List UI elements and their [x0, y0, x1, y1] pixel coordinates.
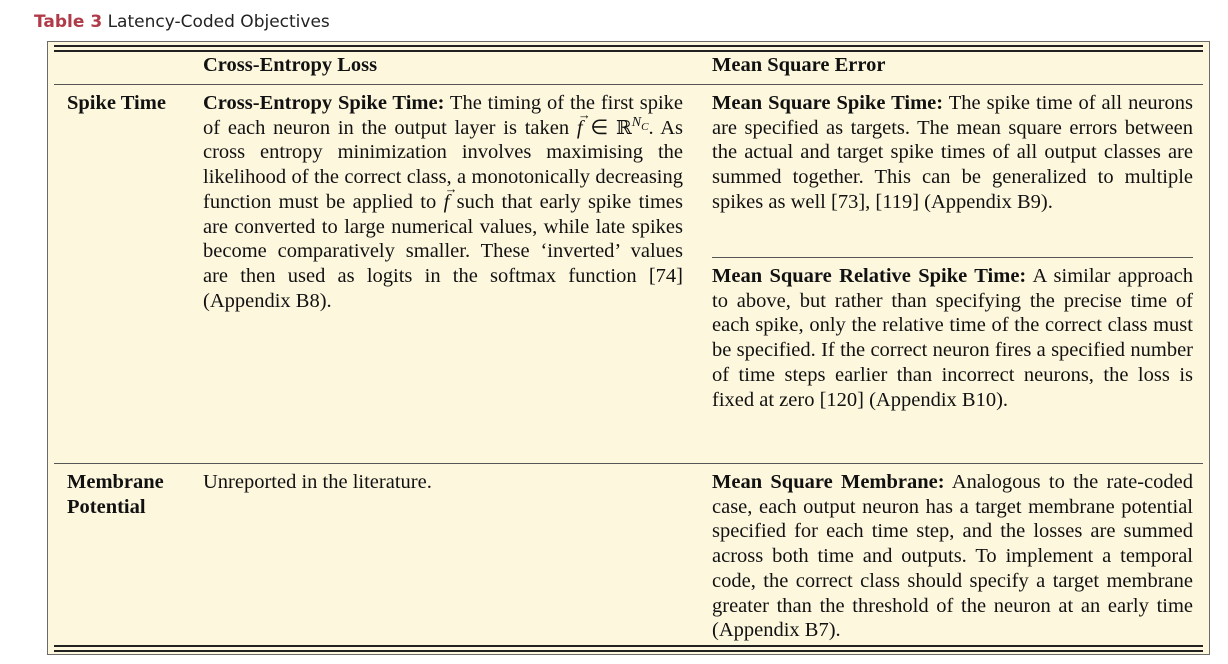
math-f-vector-2: f	[444, 177, 457, 215]
ce-spike-time-text-b: . As cross entropy minimization involves…	[203, 116, 684, 213]
ce-spike-time-text-a: The timing of the first spike of each ne…	[203, 92, 683, 139]
math-in: ∈	[582, 116, 616, 139]
table-title: Latency-Coded Objectives	[107, 12, 330, 32]
ce-spike-time-title: Cross-Entropy Spike Time:	[203, 92, 445, 114]
table-number: Table 3	[34, 12, 103, 32]
cell-mse-relative-spike-time: Mean Square Relative Spike Time: A simil…	[712, 264, 1193, 412]
top-rule	[54, 45, 1203, 47]
ce-spike-time-text-c: such that early spike times are converte…	[203, 190, 683, 312]
math-c: C	[641, 120, 649, 133]
inner-rule	[712, 257, 1193, 258]
row-label-line-1: Membrane	[67, 471, 164, 493]
header-rule	[54, 84, 1203, 85]
mse-spike-time-text: The spike time of all neurons are specif…	[712, 92, 1193, 213]
math-f-vector: f	[577, 103, 590, 141]
bottom-rule-2	[54, 650, 1203, 652]
row-label-line-2: Potential	[67, 495, 146, 518]
math-n: N	[631, 114, 642, 130]
cell-ce-membrane: Unreported in the literature.	[203, 471, 432, 493]
cell-ce-spike-time: Cross-Entropy Spike Time: The timing of …	[203, 91, 683, 313]
header-mean-square-error: Mean Square Error	[712, 54, 886, 76]
header-cross-entropy: Cross-Entropy Loss	[203, 54, 378, 76]
row-label-membrane-potential: Membrane Potential	[67, 470, 197, 519]
mse-spike-time-title: Mean Square Spike Time:	[712, 92, 944, 114]
cell-mse-spike-time: Mean Square Spike Time: The spike time o…	[712, 91, 1193, 215]
mse-membrane-text: Analogous to the rate-coded case, each o…	[712, 471, 1193, 642]
bottom-rule	[54, 645, 1203, 647]
mse-membrane-title: Mean Square Membrane:	[712, 471, 945, 493]
math-reals: ℝ	[615, 116, 632, 139]
row-rule	[54, 463, 1203, 464]
mse-relative-text: A similar approach to above, but rather …	[712, 265, 1193, 411]
table: Cross-Entropy Loss Mean Square Error Spi…	[47, 41, 1210, 655]
row-label-spike-time: Spike Time	[67, 92, 166, 114]
mse-relative-title: Mean Square Relative Spike Time:	[712, 265, 1027, 287]
table-caption: Table 3 Latency-Coded Objectives	[34, 12, 330, 32]
cell-mse-membrane: Mean Square Membrane: Analogous to the r…	[712, 470, 1193, 643]
top-rule-2	[54, 50, 1203, 52]
